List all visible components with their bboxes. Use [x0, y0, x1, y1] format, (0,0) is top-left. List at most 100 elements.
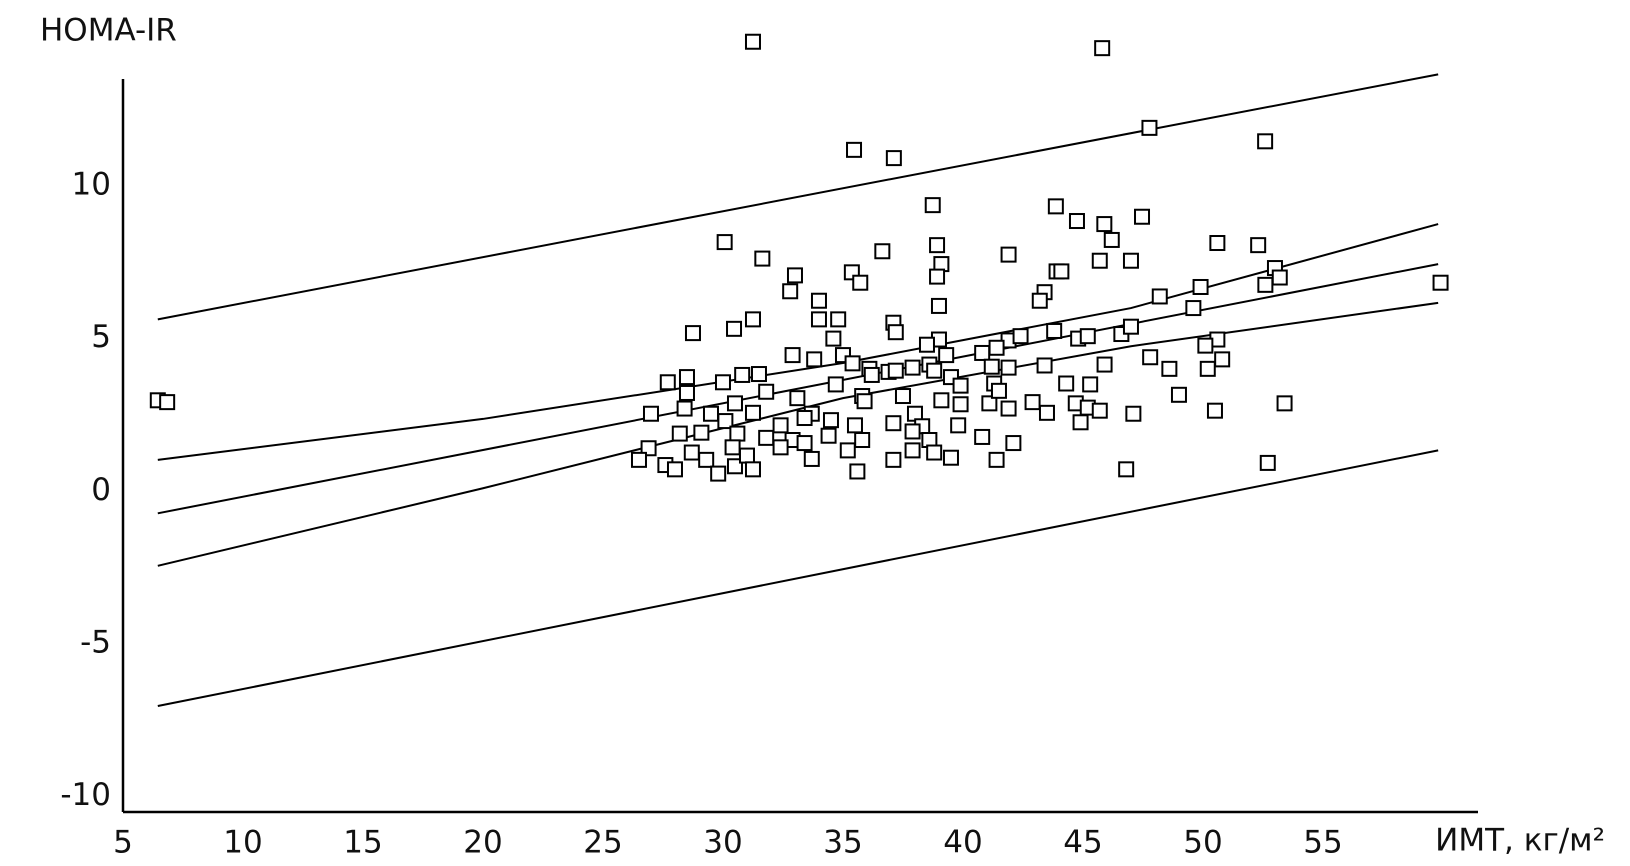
data-point — [1000, 246, 1017, 263]
data-point — [1103, 231, 1120, 248]
data-point — [796, 410, 813, 427]
data-point — [846, 417, 863, 434]
y-tick-label: 5 — [91, 319, 111, 355]
data-point — [1259, 454, 1276, 471]
data-point — [714, 374, 731, 391]
data-point — [929, 237, 946, 254]
data-point — [726, 458, 743, 475]
x-tick-label: 55 — [1303, 825, 1342, 861]
data-point — [684, 325, 701, 342]
data-point — [904, 442, 921, 459]
data-point — [729, 425, 746, 442]
data-point — [744, 33, 761, 50]
data-point — [1134, 208, 1151, 225]
data-point — [734, 366, 751, 383]
data-point — [1068, 213, 1085, 230]
data-point — [1012, 328, 1029, 345]
data-point — [918, 336, 935, 353]
data-point — [885, 415, 902, 432]
data-point — [1000, 400, 1017, 417]
data-point — [863, 366, 880, 383]
data-point — [640, 440, 657, 457]
data-point — [738, 447, 755, 464]
data-point — [933, 392, 950, 409]
data-point — [1047, 198, 1064, 215]
data-point — [1161, 360, 1178, 377]
data-point — [1053, 263, 1070, 280]
data-point — [1271, 269, 1288, 286]
data-point — [724, 439, 741, 456]
data-point — [782, 283, 799, 300]
data-point — [930, 297, 947, 314]
data-point — [854, 432, 871, 449]
data-point — [942, 449, 959, 466]
data-point — [820, 427, 837, 444]
data-point — [856, 393, 873, 410]
data-point — [852, 274, 869, 291]
data-point — [1142, 349, 1159, 366]
data-point — [810, 292, 827, 309]
data-point — [710, 465, 727, 482]
x-tick-label: 25 — [583, 825, 622, 861]
data-point — [1058, 375, 1075, 392]
x-tick-label: 20 — [463, 825, 502, 861]
data-point — [887, 362, 904, 379]
data-point — [1257, 133, 1274, 150]
data-point — [1170, 386, 1187, 403]
data-point — [1094, 40, 1111, 57]
data-point — [1096, 216, 1113, 233]
data-point — [726, 320, 743, 337]
data-point — [1209, 235, 1226, 252]
data-point — [974, 428, 991, 445]
data-point — [874, 243, 891, 260]
data-point — [846, 141, 863, 158]
x-tick-label: 5 — [113, 825, 133, 861]
data-point — [1214, 351, 1231, 368]
data-point — [844, 355, 861, 372]
data-point — [666, 461, 683, 478]
band-line — [157, 73, 1439, 321]
band-line — [157, 301, 1439, 567]
data-point — [1197, 337, 1214, 354]
data-point — [988, 339, 1005, 356]
data-point — [789, 390, 806, 407]
data-point — [702, 405, 719, 422]
x-tick-label: 30 — [703, 825, 742, 861]
y-tick-label: 0 — [91, 472, 111, 508]
data-point — [1036, 357, 1053, 374]
data-point — [1276, 395, 1293, 412]
data-point — [1031, 292, 1048, 309]
band-line — [157, 263, 1439, 515]
data-point — [924, 197, 941, 214]
y-tick-label: -5 — [80, 625, 111, 661]
data-point — [716, 234, 733, 251]
data-point — [1079, 328, 1096, 345]
data-point — [772, 417, 789, 434]
data-point — [849, 463, 866, 480]
data-point — [750, 366, 767, 383]
x-tick-label: 15 — [343, 825, 382, 861]
data-point — [887, 324, 904, 341]
data-point — [693, 424, 710, 441]
data-point — [1096, 356, 1113, 373]
data-point — [929, 268, 946, 285]
data-point — [159, 394, 176, 411]
data-point — [1185, 300, 1202, 317]
data-point — [726, 395, 743, 412]
data-point — [952, 396, 969, 413]
data-point — [810, 311, 827, 328]
data-point — [678, 384, 695, 401]
data-point — [952, 377, 969, 394]
data-point — [796, 435, 813, 452]
x-axis-title: ИМТ, кг/м² — [1435, 823, 1605, 859]
data-point — [676, 400, 693, 417]
data-point — [744, 404, 761, 421]
data-point — [938, 347, 955, 364]
data-point — [1005, 435, 1022, 452]
data-point — [885, 451, 902, 468]
data-point — [758, 383, 775, 400]
data-point — [926, 362, 943, 379]
data-point — [1206, 402, 1223, 419]
data-point — [1257, 276, 1274, 293]
data-point — [717, 413, 734, 430]
